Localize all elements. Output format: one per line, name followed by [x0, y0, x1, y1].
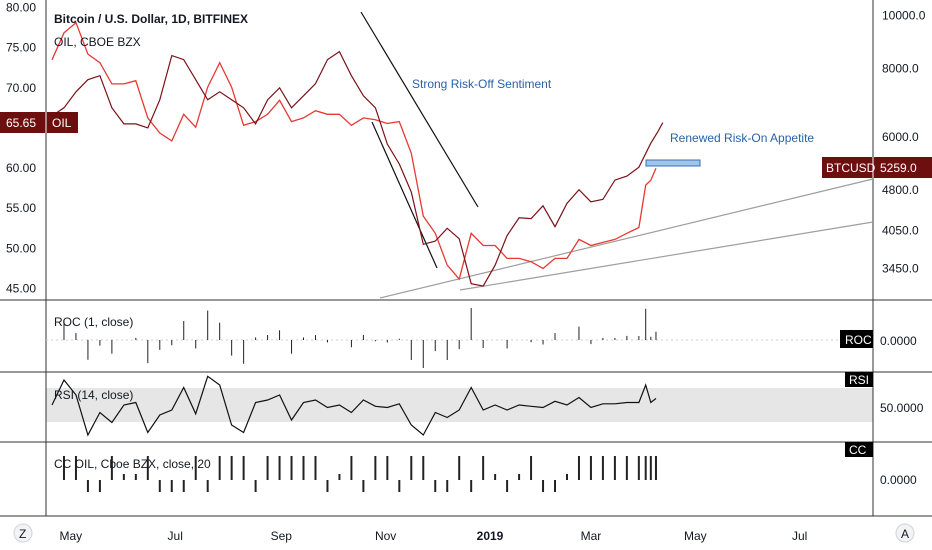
x-axis-tick: Jul — [168, 529, 183, 543]
cc-label: CC OIL, Cboe BZX, close, 20 — [54, 457, 211, 471]
support-trendline-upper — [379, 178, 874, 299]
rsi-axis-tick: 50.0000 — [880, 401, 924, 415]
cc-axis-tick: 0.0000 — [880, 473, 917, 487]
btc-badge-symbol: BTCUSD — [826, 161, 876, 175]
cc-badge-text: CC — [849, 443, 867, 457]
oil-price-badge — [0, 112, 78, 133]
right-axis-tick: 10000.0 — [882, 9, 926, 23]
roc-histogram — [63, 308, 657, 368]
series-line-oil — [51, 50, 664, 287]
left-axis-tick: 55.00 — [6, 201, 36, 215]
left-axis-tick: 75.00 — [6, 41, 36, 55]
right-axis-tick: 8000.0 — [882, 62, 919, 76]
right-axis-tick: 4800.0 — [882, 183, 919, 197]
roc-badge-text: ROC — [845, 333, 872, 347]
rsi-badge-text: RSI — [849, 373, 869, 387]
left-axis-tick: 60.00 — [6, 161, 36, 175]
x-axis-tick: May — [684, 529, 707, 543]
x-axis-tick: Nov — [375, 529, 396, 543]
left-axis-tick: 45.00 — [6, 282, 36, 296]
right-button-label: A — [901, 527, 909, 541]
rsi-line — [51, 375, 657, 437]
annotation-risk-on: Renewed Risk-On Appetite — [670, 131, 814, 145]
btc-badge-value: 5259.0 — [880, 161, 917, 175]
right-axis-tick: 4050.0 — [882, 223, 919, 237]
btc-price-badge — [822, 157, 932, 178]
left-axis-tick: 50.00 — [6, 241, 36, 255]
rsi-badge — [845, 372, 873, 387]
x-axis-tick: 2019 — [477, 529, 504, 543]
x-axis-tick: Sep — [271, 529, 293, 543]
auto-scale-right-button[interactable]: A — [895, 523, 915, 543]
right-axis-ticks: 10000.0 8000.0 6000.0 4800.0 4050.0 3450.0 — [882, 9, 926, 276]
oil-badge-symbol: OIL — [52, 116, 72, 130]
downtrend-line-btc — [360, 11, 479, 208]
roc-axis-tick: 0.0000 — [880, 334, 917, 348]
cc-histogram — [62, 456, 657, 492]
right-axis-tick: 6000.0 — [882, 130, 919, 144]
cc-badge — [845, 442, 873, 457]
series-line-btcusd — [51, 21, 657, 281]
roc-badge — [840, 330, 873, 348]
annotation-risk-off: Strong Risk-Off Sentiment — [412, 77, 552, 91]
breakout-zone-box — [645, 159, 701, 167]
time-axis-ticks: May Jul Sep Nov 2019 Mar May Jul — [59, 529, 807, 543]
support-trendline-lower — [459, 221, 874, 291]
x-axis-tick: Jul — [792, 529, 807, 543]
left-button-label: Z — [19, 527, 26, 541]
left-axis-tick: 70.00 — [6, 81, 36, 95]
auto-scale-left-button[interactable]: Z — [13, 523, 33, 543]
chart-title: Bitcoin / U.S. Dollar, 1D, BITFINEX — [54, 12, 248, 26]
right-axis-tick: 3450.0 — [882, 262, 919, 276]
oil-badge-value: 65.65 — [6, 116, 36, 130]
rsi-label: RSI (14, close) — [54, 388, 133, 402]
roc-label: ROC (1, close) — [54, 315, 133, 329]
rsi-line-layer — [51, 375, 657, 437]
price-series-layer — [51, 21, 664, 287]
left-axis-tick: 80.00 — [6, 0, 36, 14]
rsi-band — [46, 388, 873, 422]
x-axis-tick: Mar — [581, 529, 602, 543]
x-axis-tick: May — [59, 529, 82, 543]
chart-subtitle: OIL, CBOE BZX — [54, 35, 141, 49]
